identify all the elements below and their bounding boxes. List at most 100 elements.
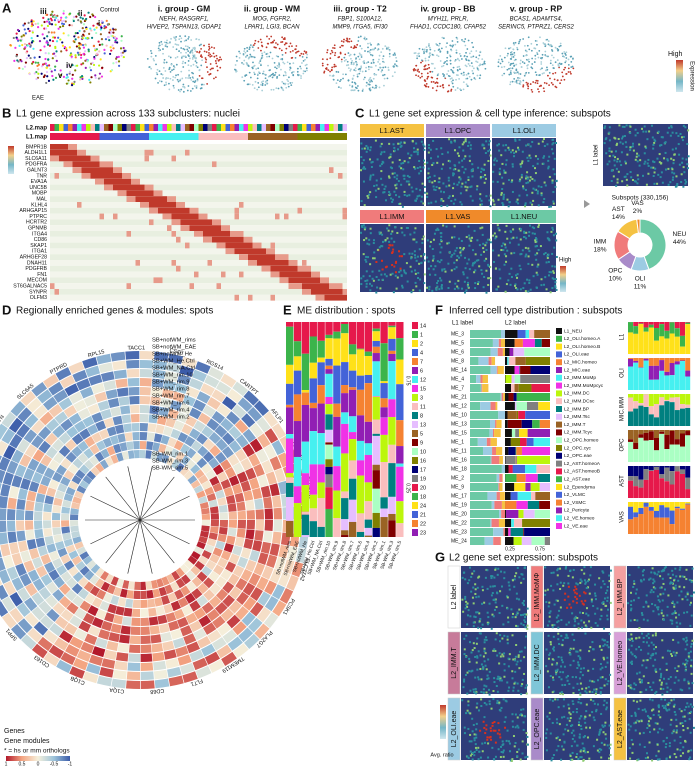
umap-dot	[447, 52, 449, 54]
heat-cell	[343, 208, 348, 214]
umap-dot	[525, 55, 527, 57]
group-genes: FBP1, S100A12,	[338, 17, 383, 23]
tissue-dot	[453, 169, 455, 171]
umap-dot	[88, 33, 90, 35]
tissue-dot	[672, 179, 674, 181]
type-label: L2_IMM.BP	[564, 406, 589, 412]
tissue-dot	[412, 140, 414, 142]
stack-seg	[357, 390, 364, 416]
tissue-dot	[500, 249, 502, 251]
heat-cell	[118, 179, 123, 185]
tissue-dot	[554, 158, 556, 160]
tissue-dot	[471, 163, 473, 165]
umap-dot	[327, 49, 329, 51]
tissue-dot	[477, 167, 479, 169]
umap-dot	[458, 60, 460, 62]
umap-dot	[118, 65, 120, 67]
tissue-bg	[492, 224, 556, 292]
tissue-dot	[454, 165, 456, 167]
tissue-dot	[551, 148, 553, 150]
umap-dot	[450, 69, 452, 71]
tissue-dot	[373, 251, 375, 253]
tissue-dot	[651, 125, 653, 127]
tissue-dot	[683, 166, 685, 168]
heat-row	[50, 295, 347, 301]
tissue-dot	[431, 290, 433, 292]
heat-arc	[140, 396, 150, 404]
umap-dot	[207, 71, 209, 73]
umap-dot	[183, 91, 185, 93]
tissue-dot	[364, 204, 366, 206]
tissue-dot	[609, 139, 611, 141]
umap-dot	[524, 45, 526, 47]
map-cell	[298, 133, 303, 140]
tissue-dot	[432, 140, 434, 142]
umap-dot	[452, 40, 454, 42]
stack-seg	[514, 366, 519, 374]
heat-arc	[219, 527, 228, 535]
umap-dot	[374, 87, 376, 89]
umap-dot	[349, 84, 351, 86]
tissue-dot	[454, 250, 456, 252]
group-genes: BCAS1, ADAMTS4,	[510, 17, 563, 23]
tissue-dot	[461, 204, 463, 206]
umap-dot	[424, 51, 426, 53]
umap-dot	[157, 69, 159, 71]
umap-dot	[524, 75, 526, 77]
stack-seg	[680, 336, 685, 347]
umap-dot	[34, 57, 36, 59]
map-cell	[91, 133, 96, 140]
me-swatch	[412, 349, 418, 356]
tissue-dot	[438, 177, 440, 179]
umap-dot	[517, 49, 519, 51]
stack-seg	[492, 519, 499, 527]
umap-dot	[259, 60, 261, 62]
umap-dot	[331, 50, 333, 52]
umap-dot	[180, 41, 182, 43]
tissue-dot	[535, 155, 537, 157]
tissue-dot	[678, 154, 680, 156]
heat-cell	[91, 167, 96, 173]
scale-high: High	[559, 258, 571, 264]
umap-dot	[364, 50, 366, 52]
tissue-dot	[518, 149, 520, 151]
umap-dot	[546, 83, 548, 85]
tissue-dot	[423, 160, 425, 162]
tissue-dot	[515, 151, 517, 153]
heat-cell	[266, 254, 271, 260]
tissue-dot	[437, 280, 439, 282]
umap-dot	[179, 35, 181, 37]
umap-dot	[300, 77, 302, 79]
tissue-dot	[493, 159, 495, 161]
stack-seg	[515, 375, 521, 383]
module-label: SB+WM_rim.4	[152, 408, 190, 414]
tissue-dot	[630, 176, 632, 178]
tissue-dot	[492, 181, 494, 183]
map-cell	[194, 133, 199, 140]
heat-cell	[86, 167, 91, 173]
tissue-dot	[505, 144, 507, 146]
umap-dot	[241, 62, 243, 64]
stack-seg	[365, 322, 372, 352]
heat-cell	[149, 185, 154, 191]
umap-dot	[257, 73, 259, 75]
heat-arc	[157, 615, 167, 625]
tissue-dot	[511, 179, 513, 181]
tissue-dot	[411, 253, 413, 255]
umap-dot	[88, 79, 90, 81]
me-label: ME_16	[451, 457, 467, 463]
umap-dot	[521, 66, 523, 68]
heat-arc	[265, 520, 273, 531]
heat-cell	[307, 266, 312, 272]
type-label: L2_IMM.Tsc	[564, 414, 590, 420]
heat-cell	[127, 179, 132, 185]
heat-arc	[249, 478, 260, 490]
umap-dot	[513, 52, 515, 54]
tissue-dot	[475, 253, 477, 255]
umap-dot	[392, 75, 394, 77]
umap-dot	[45, 41, 47, 43]
map-cell	[64, 133, 69, 140]
stack-seg	[492, 357, 495, 365]
tissue-dot	[555, 233, 557, 235]
